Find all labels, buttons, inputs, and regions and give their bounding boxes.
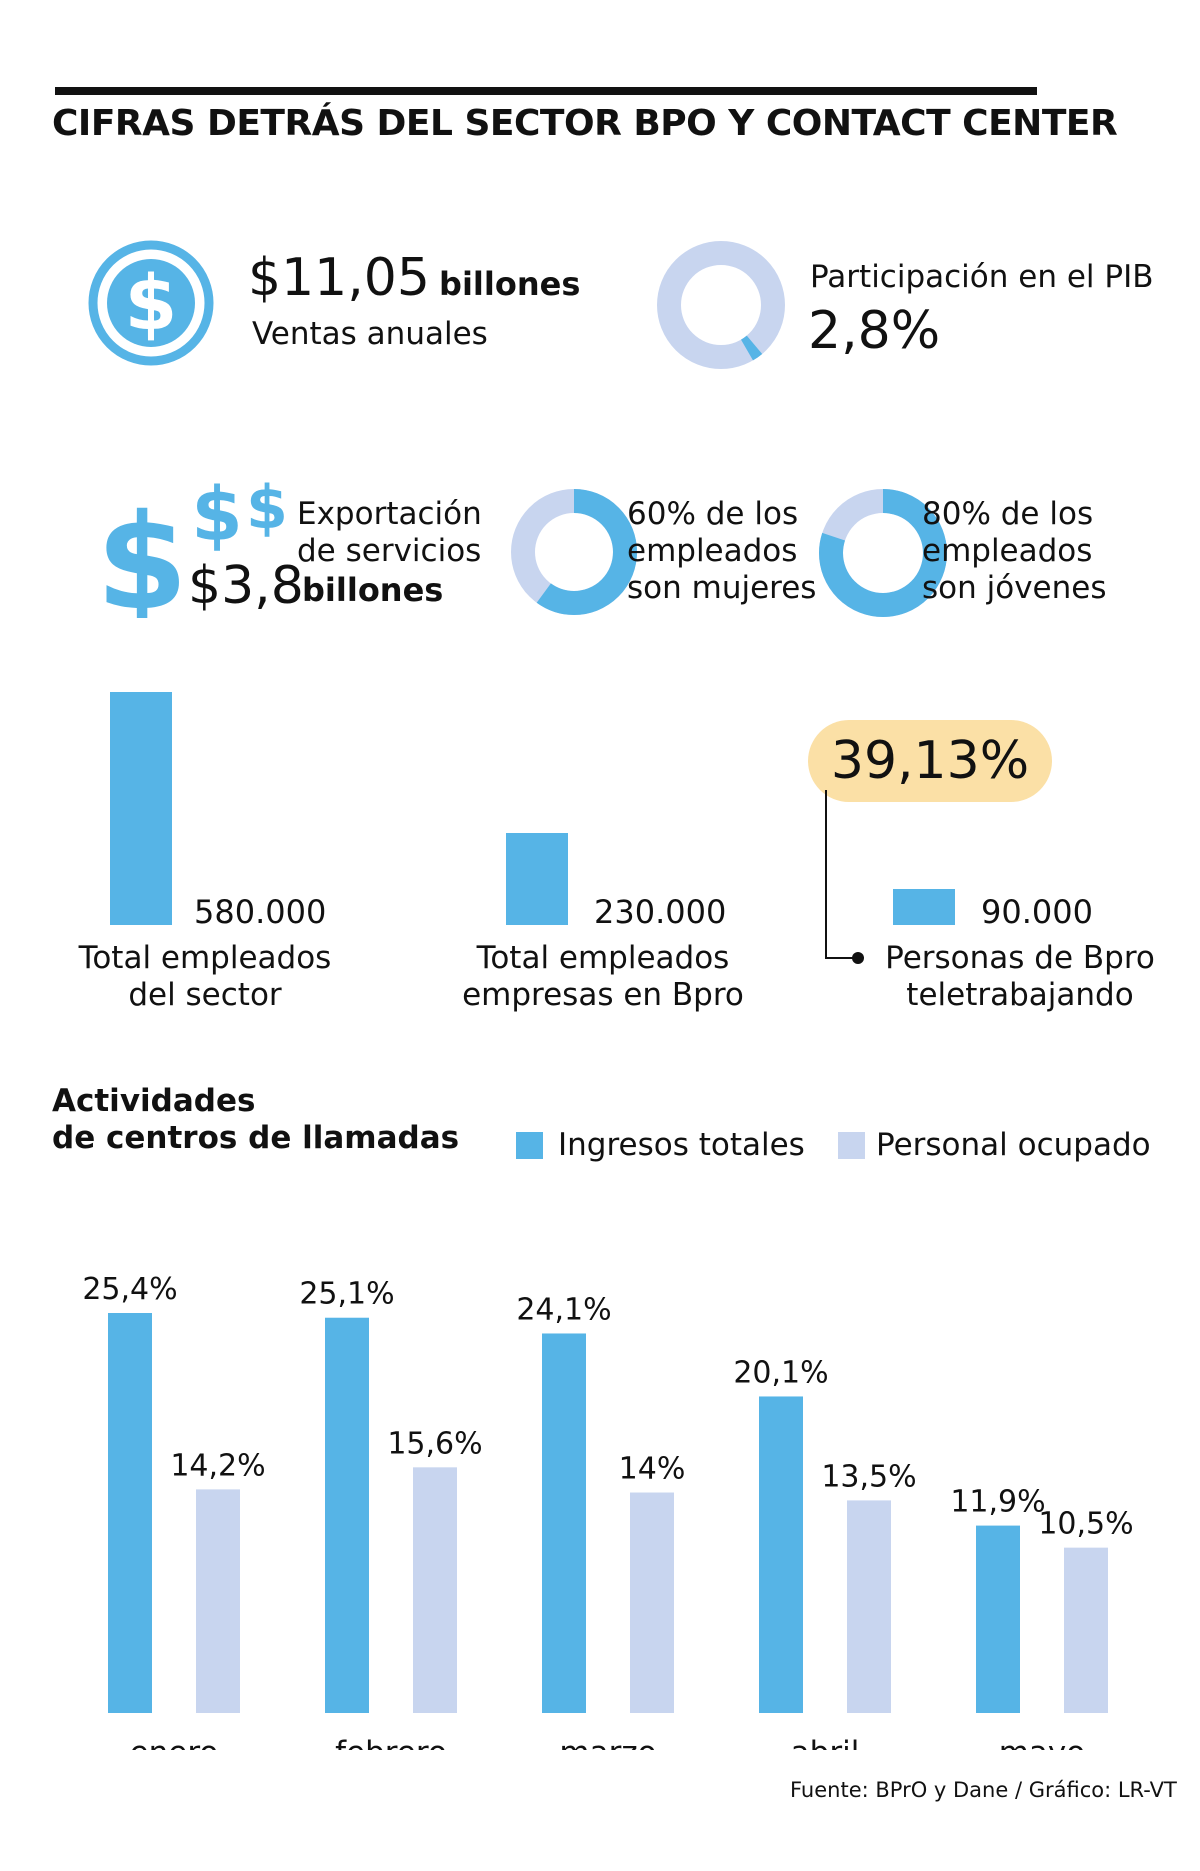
exportacion-label-line2: de servicios xyxy=(297,533,482,569)
svg-text:$: $ xyxy=(191,472,243,558)
data-label: 10,5% xyxy=(1038,1507,1133,1542)
dollar-signs-icon: $ $ $ xyxy=(102,472,288,618)
legend-swatch-ingresos xyxy=(516,1132,543,1159)
mujeres-text: 60% de los empleados son mujeres xyxy=(627,496,816,607)
exportacion-label-line1: Exportación xyxy=(297,496,482,532)
bar-personal-enero xyxy=(196,1489,240,1713)
legend-swatch-personal xyxy=(838,1132,865,1159)
pib-label: Participación en el PIB xyxy=(810,259,1154,295)
pib-donut xyxy=(657,241,785,369)
employees-label: Total empleados empresas en Bpro xyxy=(443,940,763,1014)
employees-value: 230.000 xyxy=(594,893,727,931)
employees-value: 90.000 xyxy=(981,893,1093,931)
data-label: 14% xyxy=(619,1452,686,1487)
chart-title-line2: de centros de llamadas xyxy=(52,1120,460,1156)
jovenes-line2: empleados xyxy=(922,533,1093,569)
chart-title: Actividades de centros de llamadas xyxy=(52,1083,459,1157)
employees-value: 580.000 xyxy=(194,893,327,931)
bar-personal-abril xyxy=(847,1500,891,1713)
pib-donut-slice xyxy=(657,241,785,369)
data-label: 24,1% xyxy=(516,1292,611,1327)
x-tick-label: febrero xyxy=(335,1735,447,1750)
data-label: 14,2% xyxy=(170,1448,265,1483)
jovenes-donut xyxy=(819,489,947,617)
data-label: 13,5% xyxy=(821,1459,916,1494)
legend-label-personal: Personal ocupado xyxy=(876,1127,1151,1163)
employees-bar xyxy=(506,832,568,925)
pib-value: 2,8% xyxy=(808,301,941,361)
highlight-badge: 39,13% xyxy=(808,720,1052,802)
jovenes-donut-slice xyxy=(819,489,947,617)
data-label: 11,9% xyxy=(950,1485,1045,1520)
employees-bar xyxy=(110,692,172,925)
mujeres-donut xyxy=(511,489,637,615)
mujeres-line2: empleados xyxy=(627,533,798,569)
data-label: 20,1% xyxy=(733,1355,828,1390)
x-tick-label: enero xyxy=(130,1735,219,1750)
bar-ingresos-marzo xyxy=(542,1333,586,1713)
ventas-amount: $11,05 xyxy=(248,248,430,308)
ventas-unit: billones xyxy=(439,265,581,303)
employees-label-line1: Total empleados xyxy=(476,940,730,976)
pib-donut-track xyxy=(657,241,785,369)
ventas-amount-line: $11,05 billones xyxy=(248,252,580,304)
mujeres-donut-slice xyxy=(511,489,637,615)
svg-text:$: $ xyxy=(102,486,188,618)
exportacion-amount: $3,8 xyxy=(188,556,304,616)
bar-personal-marzo xyxy=(630,1492,674,1713)
exportacion-label: Exportación de servicios xyxy=(297,496,482,570)
x-tick-label: marzo xyxy=(559,1735,656,1750)
data-label: 25,1% xyxy=(299,1277,394,1312)
jovenes-line1: 80% de los xyxy=(922,496,1094,532)
exportacion-unit: billones xyxy=(302,571,444,609)
jovenes-line3: son jóvenes xyxy=(922,570,1107,606)
bar-personal-febrero xyxy=(413,1467,457,1713)
ventas-label: Ventas anuales xyxy=(252,316,488,352)
mujeres-line3: son mujeres xyxy=(627,570,817,606)
employees-label-line2: empresas en Bpro xyxy=(462,977,744,1013)
svg-text:$: $ xyxy=(125,258,178,347)
employees-label-line2: teletrabajando xyxy=(906,977,1134,1013)
callout-connector xyxy=(825,790,864,964)
bar-ingresos-enero xyxy=(108,1313,152,1713)
top-rule xyxy=(55,87,1037,95)
employees-label-line1: Personas de Bpro xyxy=(885,940,1155,976)
employees-label: Total empleados del sector xyxy=(55,940,355,1014)
x-tick-label: abril xyxy=(791,1735,860,1750)
svg-text:$: $ xyxy=(246,473,288,543)
bar-ingresos-febrero xyxy=(325,1317,369,1713)
data-label: 25,4% xyxy=(82,1272,177,1307)
x-tick-label: mayo xyxy=(999,1735,1086,1750)
bar-ingresos-mayo xyxy=(976,1525,1020,1713)
dollar-circle-icon: $ xyxy=(88,240,214,366)
employees-label: Personas de Bpro teletrabajando xyxy=(870,940,1170,1014)
jovenes-text: 80% de los empleados son jóvenes xyxy=(922,496,1107,607)
chart-title-line1: Actividades xyxy=(52,1083,256,1119)
bar-personal-mayo xyxy=(1064,1547,1108,1713)
source-credit: Fuente: BPrO y Dane / Gráfico: LR-VT xyxy=(790,1778,1177,1802)
mujeres-line1: 60% de los xyxy=(627,496,799,532)
monthly-bar-chart: 25,4% 14,2% enero 25,1% 15,6% febrero 24,1% 14%… xyxy=(82,1272,1133,1750)
page-title: CIFRAS DETRÁS DEL SECTOR BPO Y CONTACT C… xyxy=(52,103,1118,144)
employees-label-line1: Total empleados xyxy=(78,940,332,976)
bar-ingresos-abril xyxy=(759,1396,803,1713)
employees-label-line2: del sector xyxy=(128,977,282,1013)
legend-label-ingresos: Ingresos totales xyxy=(558,1127,805,1163)
employees-bar xyxy=(893,888,955,925)
data-label: 15,6% xyxy=(387,1426,482,1461)
